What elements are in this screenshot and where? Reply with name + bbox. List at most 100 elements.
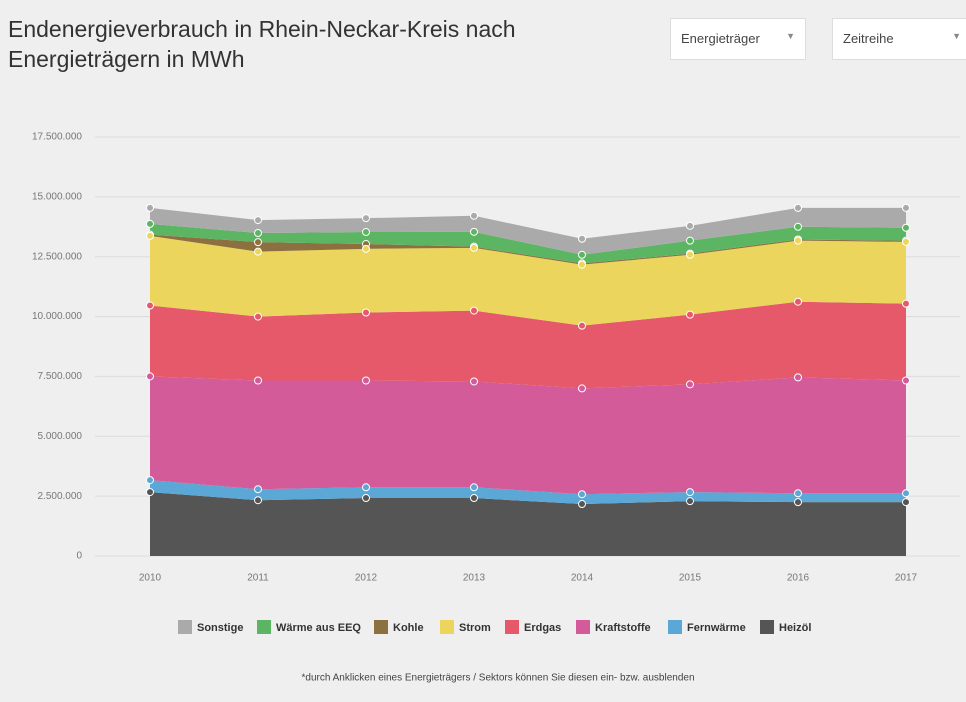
point-marker (686, 310, 694, 319)
point-marker (578, 384, 586, 393)
x-tick-label: 2017 (895, 573, 918, 584)
legend-label[interactable]: Erdgas (524, 622, 561, 634)
footnote: *durch Anklicken eines Energieträgers / … (301, 673, 694, 684)
point-marker (902, 223, 910, 232)
x-tick-label: 2011 (247, 573, 269, 584)
point-marker (902, 237, 910, 246)
y-tick-label: 12.500.000 (32, 251, 82, 262)
point-marker (686, 250, 694, 259)
x-tick-label: 2014 (571, 573, 594, 584)
area (150, 234, 906, 265)
point-marker (362, 483, 370, 492)
dropdown[interactable]: Zeitreihe ▼ (832, 18, 966, 60)
point-marker (254, 496, 262, 505)
x-tick-label: 2015 (679, 573, 702, 584)
legend-swatch[interactable] (505, 620, 519, 634)
point-marker (902, 299, 910, 308)
point-marker (794, 203, 802, 212)
point-marker (686, 236, 694, 245)
point-marker (254, 485, 262, 494)
point-marker (902, 203, 910, 212)
point-marker (362, 308, 370, 317)
point-marker (362, 214, 370, 223)
point-marker (362, 376, 370, 385)
x-tick-label: 2013 (463, 573, 486, 584)
area (150, 480, 906, 505)
point-marker (146, 372, 154, 381)
dropdown-label: Energieträger (681, 31, 760, 46)
point-marker (362, 494, 370, 503)
point-marker (146, 219, 154, 228)
point-marker (578, 260, 586, 269)
legend-label[interactable]: Kohle (393, 622, 424, 634)
point-marker (794, 236, 802, 245)
y-tick-label: 10.000.000 (32, 311, 82, 322)
point-marker (794, 222, 802, 231)
point-marker (686, 488, 694, 497)
point-marker (578, 234, 586, 243)
point-marker (146, 476, 154, 485)
legend-swatch[interactable] (178, 620, 192, 634)
point-marker (794, 498, 802, 507)
point-marker (254, 216, 262, 225)
y-tick-label: 2.500.000 (38, 491, 83, 502)
point-marker (254, 247, 262, 256)
x-tick-label: 2016 (787, 573, 810, 584)
legend-swatch[interactable] (760, 620, 774, 634)
y-tick-label: 0 (76, 551, 82, 562)
legend-swatch[interactable] (668, 620, 682, 634)
point-marker (902, 376, 910, 385)
legend-label[interactable]: Fernwärme (687, 622, 746, 634)
point-marker (794, 297, 802, 306)
point-marker (470, 306, 478, 315)
point-marker (902, 489, 910, 498)
legend-label[interactable]: Wärme aus EEQ (276, 622, 361, 634)
area (150, 376, 906, 495)
area (150, 223, 906, 264)
x-tick-label: 2010 (139, 573, 162, 584)
point-marker (146, 301, 154, 310)
area (150, 207, 906, 255)
point-marker (470, 243, 478, 252)
point-marker (470, 377, 478, 386)
legend-label[interactable]: Heizöl (779, 622, 811, 634)
point-marker (794, 373, 802, 382)
area (150, 235, 906, 326)
area (150, 301, 906, 389)
y-tick-label: 15.000.000 (32, 191, 82, 202)
point-marker (794, 489, 802, 498)
y-tick-label: 17.500.000 (32, 132, 82, 143)
legend-label[interactable]: Strom (459, 622, 491, 634)
legend-swatch[interactable] (374, 620, 388, 634)
point-marker (362, 244, 370, 253)
x-tick-label: 2012 (355, 573, 378, 584)
y-tick-label: 5.000.000 (38, 431, 83, 442)
point-marker (470, 494, 478, 503)
point-marker (470, 483, 478, 492)
point-marker (146, 203, 154, 212)
legend-swatch[interactable] (576, 620, 590, 634)
point-marker (470, 227, 478, 236)
dropdown[interactable]: Energieträger ▼ (670, 18, 806, 60)
area (150, 492, 906, 556)
point-marker (578, 500, 586, 509)
point-marker (578, 490, 586, 499)
legend-swatch[interactable] (440, 620, 454, 634)
point-marker (686, 380, 694, 389)
point-marker (254, 376, 262, 385)
chart-title: Endenergieverbrauch in Rhein-Neckar-Krei… (8, 16, 516, 72)
point-marker (254, 312, 262, 321)
dropdown-arrow: ▼ (786, 31, 795, 41)
legend-swatch[interactable] (257, 620, 271, 634)
legend-label[interactable]: Sonstige (197, 622, 243, 634)
y-tick-label: 7.500.000 (38, 371, 83, 382)
legend-label[interactable]: Kraftstoffe (595, 622, 651, 634)
point-marker (146, 488, 154, 497)
dropdown-arrow: ▼ (952, 31, 961, 41)
point-marker (254, 238, 262, 247)
dropdown-label: Zeitreihe (843, 31, 894, 46)
point-marker (902, 498, 910, 507)
point-marker (686, 221, 694, 230)
